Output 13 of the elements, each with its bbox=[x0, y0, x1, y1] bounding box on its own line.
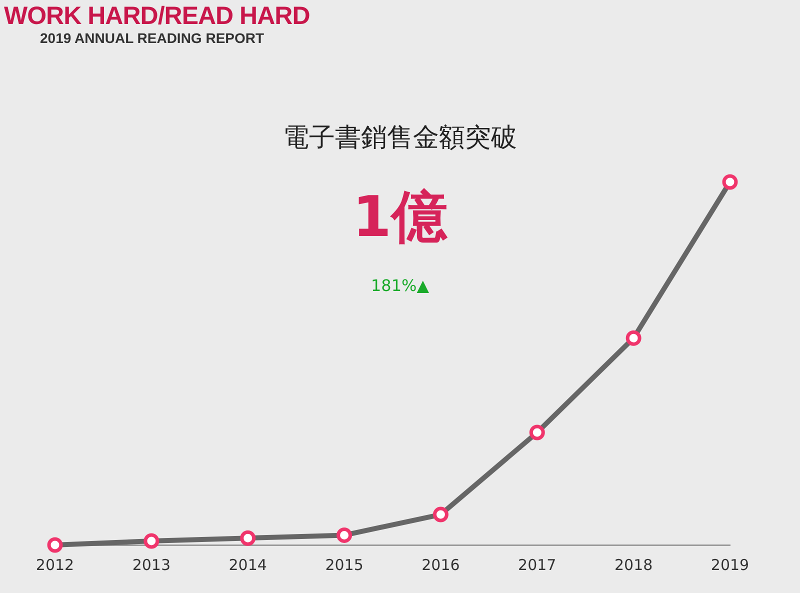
annotation: 181%▲ bbox=[370, 276, 430, 295]
text: 電子書銷售金額突破 bbox=[282, 122, 518, 155]
x-tick-label: 2012 bbox=[36, 556, 74, 574]
x-tick-label: 2019 bbox=[710, 556, 750, 574]
x-tick-label: 2015 bbox=[325, 556, 364, 574]
x-tick-label: 2016 bbox=[422, 556, 460, 574]
chart-subtitle: 2019 ANNUAL READING REPORT bbox=[40, 30, 264, 46]
chart-title: WORK HARD/READ HARD bbox=[4, 2, 310, 31]
x-tick-label: 2013 bbox=[132, 556, 171, 574]
annotation: 1億 bbox=[352, 184, 448, 252]
x-tick-label: 2017 bbox=[518, 556, 556, 574]
x-tick-label: 2014 bbox=[228, 556, 267, 574]
x-tick-label: 2018 bbox=[614, 556, 653, 574]
